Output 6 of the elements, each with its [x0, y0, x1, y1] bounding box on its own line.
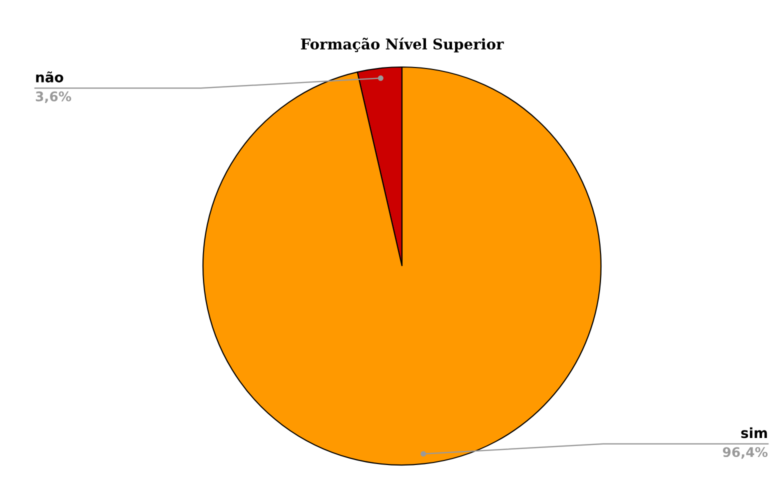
data-label: 96,4%	[722, 447, 768, 459]
pie-slice	[202, 66, 602, 466]
slice-label: não	[36, 71, 64, 82]
data-label: 3,6%	[36, 91, 72, 104]
chart-title: Formação Nível Superior	[300, 38, 504, 52]
slice-label: sim	[741, 427, 767, 438]
